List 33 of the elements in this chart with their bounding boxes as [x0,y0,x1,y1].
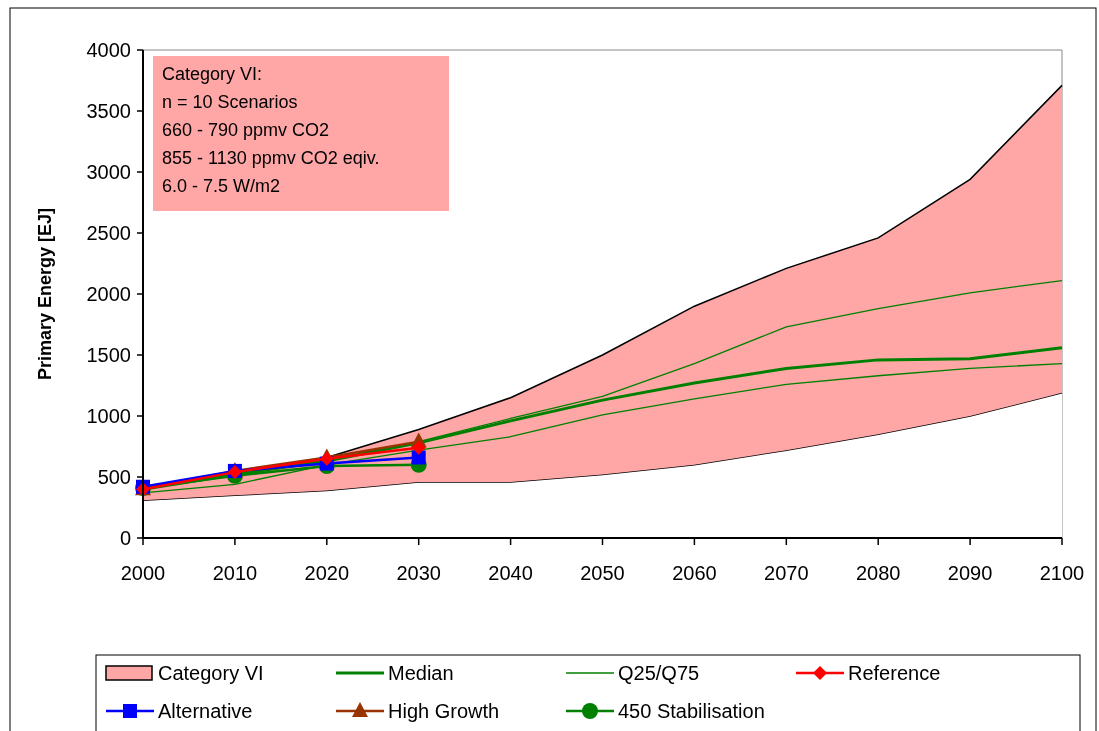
x-tick-label: 2090 [947,562,993,584]
y-tick-label: 1000 [86,405,131,427]
y-axis-title: Primary Energy [EJ] [35,207,55,381]
x-tick-label: 2020 [304,562,350,584]
annotation: Category VI: [162,64,263,84]
x-tick-label: 2100 [1039,562,1085,584]
x-tick-label: 2030 [396,562,441,584]
legend-label: Median [388,662,454,684]
legend-label: Reference [848,662,941,684]
legend-label: 450 Stabilisation [618,700,765,722]
y-tick-label: 500 [97,466,131,488]
y-tick-label: 3500 [86,100,131,122]
x-tick-label: 2050 [580,562,625,584]
x-tick-label: 2040 [488,562,533,584]
x-tick-label: 2060 [672,562,717,584]
x-tick-label: 2080 [855,562,901,584]
legend-label: Q25/Q75 [618,662,700,684]
annotation: 6.0 - 7.5 W/m2 [162,176,281,196]
legend-label: Category VI [158,662,264,684]
legend-label: Alternative [158,700,253,722]
y-tick-label: 1500 [86,344,131,366]
y-tick-label: 3000 [86,161,131,183]
annotation: 855 - 1130 ppmv CO2 eqiv. [162,148,380,168]
legend-label: High Growth [388,700,500,722]
y-tick-label: 2000 [86,283,131,305]
y-tick-label: 4000 [86,39,131,61]
annotation: n = 10 Scenarios [162,92,298,112]
x-tick-label: 2000 [120,562,166,584]
y-tick-label: 2500 [86,222,131,244]
y-tick-label: 0 [119,527,131,549]
x-tick-label: 2070 [764,562,809,584]
x-tick-label: 2010 [212,562,258,584]
annotation: 660 - 790 ppmv CO2 [162,120,330,140]
